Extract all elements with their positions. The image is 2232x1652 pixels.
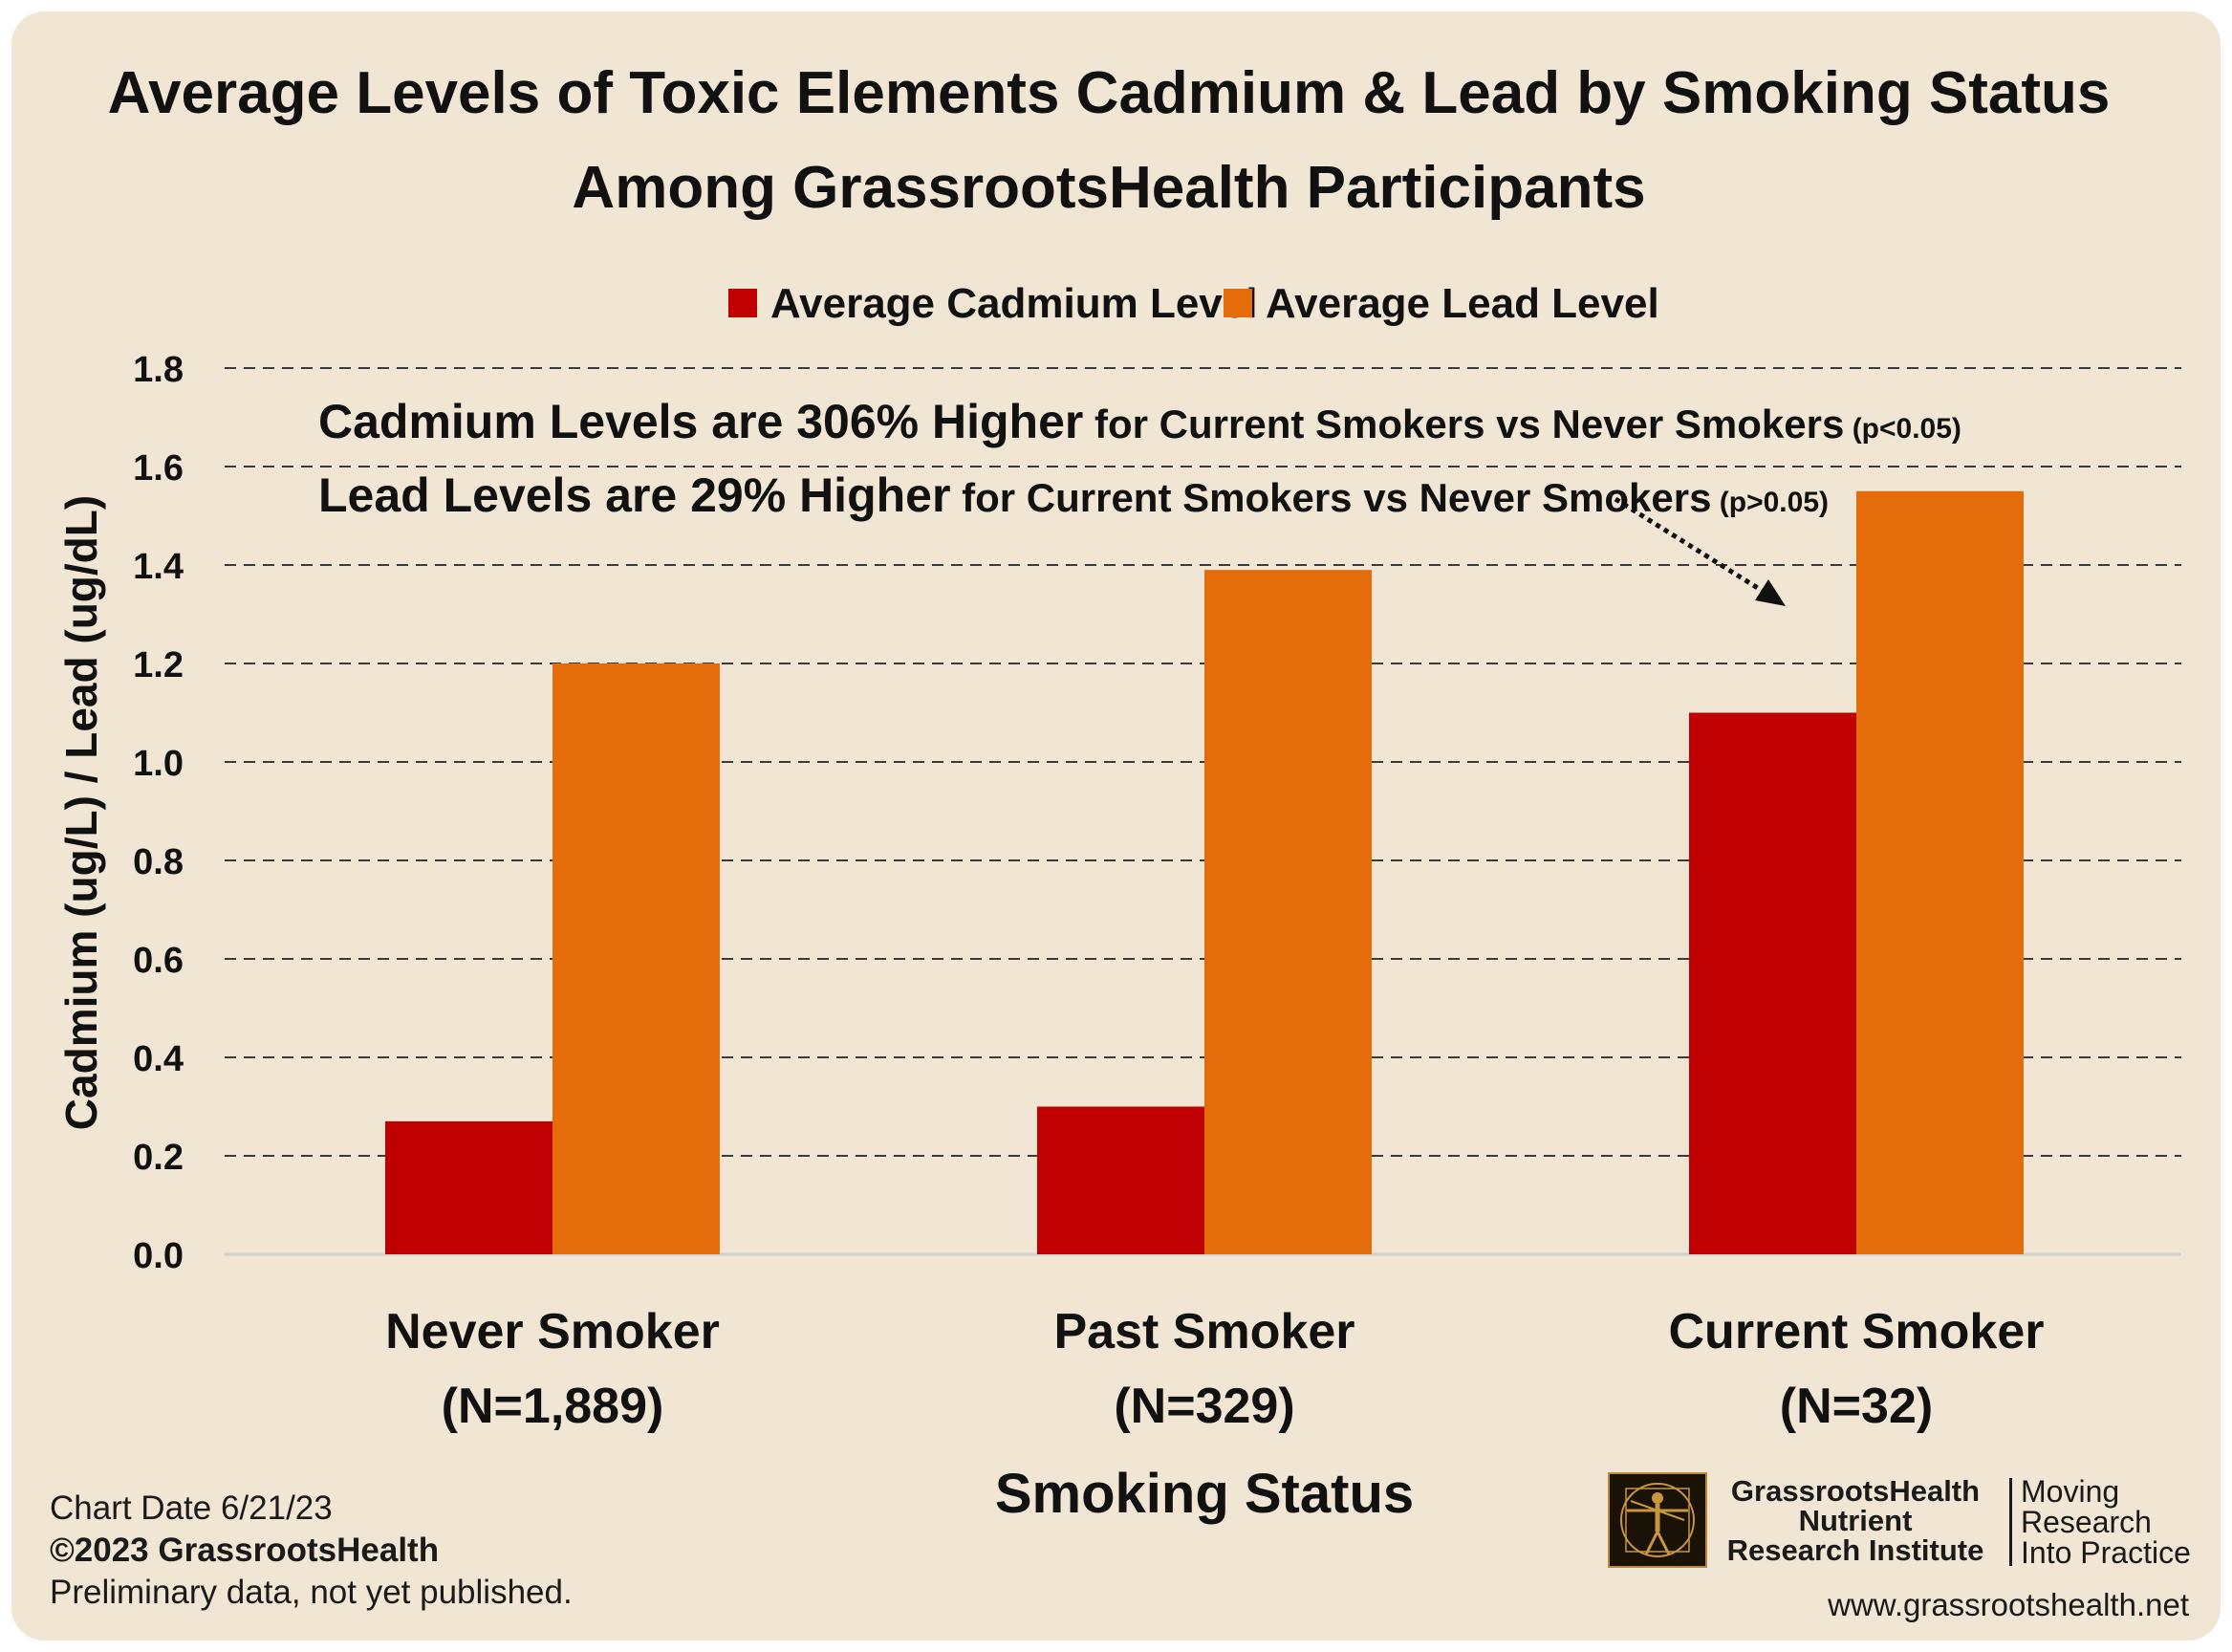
- y-tick-label: 0.0: [133, 1236, 184, 1276]
- x-tick-label: (N=329): [1114, 1379, 1294, 1434]
- annotation-main: Lead Levels are 29% Higher: [318, 468, 950, 522]
- annotation-detail: for Current Smokers vs Never Smokers: [950, 475, 1711, 520]
- data-note: Preliminary data, not yet published.: [50, 1574, 573, 1611]
- y-tick-label: 0.6: [133, 941, 184, 981]
- logo-name: GrassrootsHealth Nutrient Research Insti…: [1717, 1476, 1994, 1565]
- chart-title-line: Among GrassrootsHealth Participants: [572, 155, 1645, 221]
- bar-cadmium: [1689, 712, 1856, 1254]
- logo-divider: [2009, 1478, 2012, 1566]
- bar-cadmium: [1037, 1106, 1204, 1254]
- y-tick-label: 1.4: [133, 547, 184, 587]
- website-link[interactable]: www.grassrootshealth.net: [1828, 1587, 2189, 1622]
- bar-cadmium: [385, 1120, 553, 1254]
- chart-title-line: Average Levels of Toxic Elements Cadmium…: [108, 60, 2111, 126]
- annotation-pvalue: (p<0.05): [1844, 413, 1961, 445]
- logo-tagline-line: Research: [2021, 1505, 2152, 1539]
- copyright: ©2023 GrassrootsHealth: [50, 1532, 440, 1569]
- legend-label: Average Cadmium Level: [770, 280, 1257, 327]
- y-tick-label: 0.8: [133, 842, 184, 882]
- annotation-line: Lead Levels are 29% Higher for Current S…: [318, 468, 1829, 522]
- bar-lead: [1204, 570, 1372, 1254]
- y-tick-label: 1.0: [133, 744, 184, 784]
- x-tick-label: Past Smoker: [1053, 1304, 1354, 1359]
- x-tick-label: Never Smoker: [385, 1304, 720, 1359]
- annotation-arrow: [1614, 496, 1770, 598]
- y-tick-label: 1.2: [133, 645, 184, 685]
- legend-swatch: [728, 289, 757, 317]
- bar-lead: [1856, 490, 2024, 1254]
- y-tick-label: 0.2: [133, 1138, 184, 1178]
- y-tick-label: 0.4: [133, 1039, 184, 1079]
- annotation-main: Cadmium Levels are 306% Higher: [318, 395, 1083, 448]
- legend-label: Average Lead Level: [1266, 280, 1659, 327]
- logo-tagline-line: Moving: [2021, 1474, 2120, 1509]
- legend-swatch: [1224, 289, 1252, 317]
- annotation-line: Cadmium Levels are 306% Higher for Curre…: [318, 395, 1961, 448]
- annotation-pvalue: (p>0.05): [1711, 487, 1829, 518]
- x-tick-label: (N=1,889): [442, 1379, 664, 1434]
- logo-tagline-line: Into Practice: [2021, 1535, 2191, 1570]
- y-axis-label: Cadmium (ug/L) / Lead (ug/dL): [56, 495, 106, 1130]
- logo-tagline: Moving Research Into Practice: [2021, 1476, 2202, 1568]
- bar-lead: [553, 663, 720, 1254]
- x-tick-label: (N=32): [1780, 1379, 1933, 1434]
- x-tick-label: Current Smoker: [1669, 1304, 2045, 1359]
- annotation-arrowhead-icon: [1755, 579, 1786, 606]
- x-axis-label: Smoking Status: [995, 1463, 1414, 1525]
- chart-date: Chart Date 6/21/23: [50, 1489, 333, 1527]
- annotation-detail: for Current Smokers vs Never Smokers: [1083, 402, 1844, 446]
- logo-block: GrassrootsHealth Nutrient Research Insti…: [1608, 1472, 2200, 1577]
- vitruvian-logo-icon: [1608, 1472, 1707, 1568]
- logo-name-line: Nutrient: [1798, 1504, 1913, 1537]
- logo-name-line: Research Institute: [1726, 1533, 1984, 1567]
- y-tick-label: 1.8: [133, 350, 184, 390]
- logo-name-line: GrassrootsHealth: [1730, 1474, 1981, 1508]
- y-tick-label: 1.6: [133, 448, 184, 489]
